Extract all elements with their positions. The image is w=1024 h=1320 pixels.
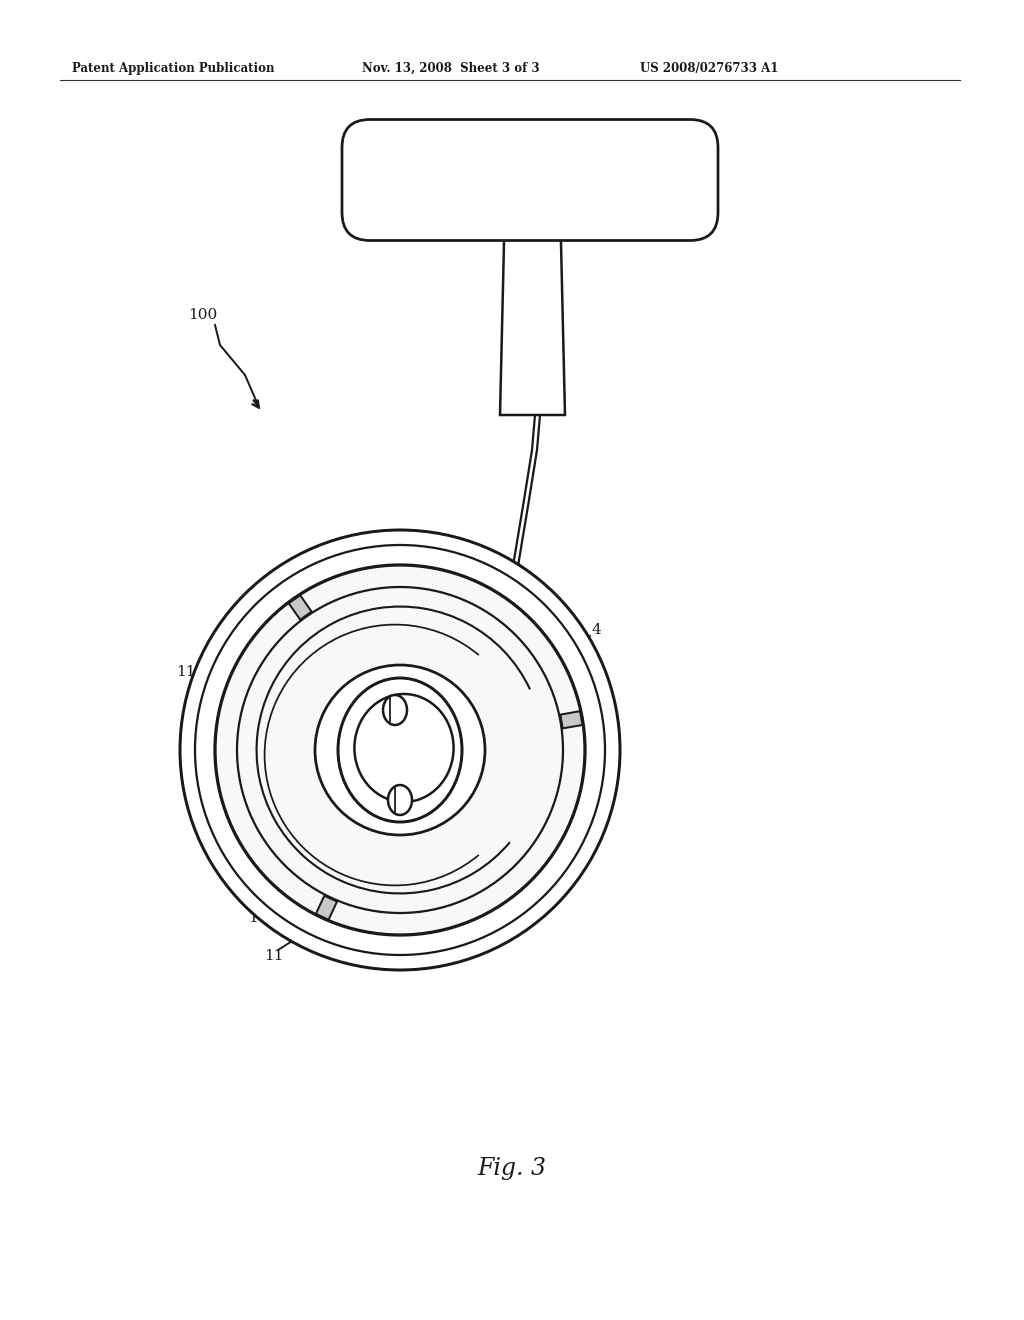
Ellipse shape xyxy=(383,696,407,725)
Text: 11: 11 xyxy=(176,665,196,678)
Text: Nov. 13, 2008  Sheet 3 of 3: Nov. 13, 2008 Sheet 3 of 3 xyxy=(362,62,540,75)
Polygon shape xyxy=(289,595,311,619)
Text: 11: 11 xyxy=(580,741,599,755)
Ellipse shape xyxy=(354,694,454,803)
Text: 10: 10 xyxy=(248,911,267,925)
FancyBboxPatch shape xyxy=(342,120,718,240)
Circle shape xyxy=(215,565,585,935)
Text: 11: 11 xyxy=(264,949,284,964)
Ellipse shape xyxy=(338,678,462,822)
Polygon shape xyxy=(560,711,583,729)
Text: 10: 10 xyxy=(370,539,389,552)
Text: 2: 2 xyxy=(258,579,267,594)
Circle shape xyxy=(315,665,485,836)
Text: Fig. 3: Fig. 3 xyxy=(477,1156,547,1180)
Text: US 2008/0276733 A1: US 2008/0276733 A1 xyxy=(640,62,778,75)
Text: 10: 10 xyxy=(575,775,596,789)
Text: 4: 4 xyxy=(592,623,602,638)
Text: 100: 100 xyxy=(188,308,217,322)
Ellipse shape xyxy=(388,785,412,814)
Polygon shape xyxy=(315,896,337,920)
Circle shape xyxy=(180,531,620,970)
Polygon shape xyxy=(500,201,565,414)
Text: Patent Application Publication: Patent Application Publication xyxy=(72,62,274,75)
Text: 12: 12 xyxy=(582,708,601,721)
